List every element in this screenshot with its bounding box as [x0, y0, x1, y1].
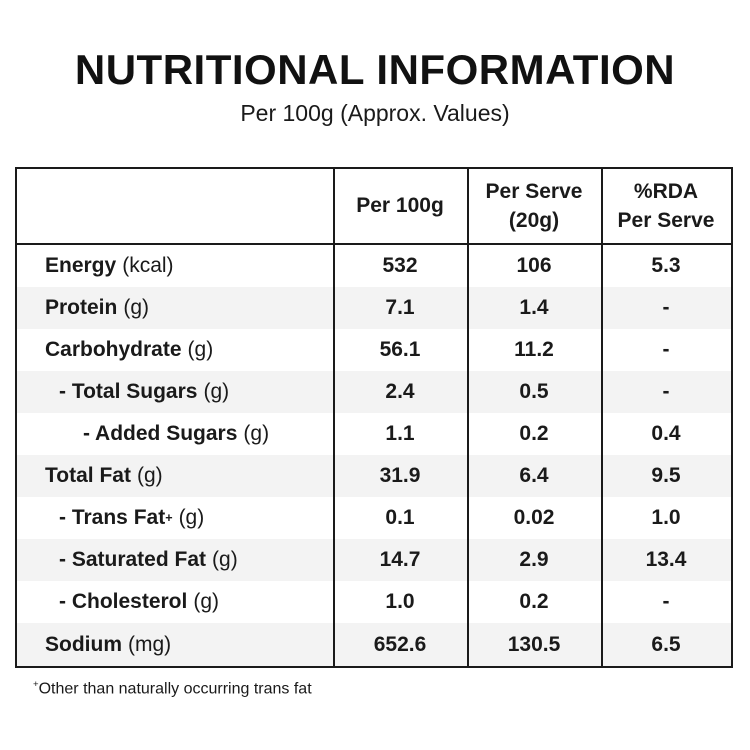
per-100g-value: 31.9	[379, 464, 421, 487]
per-100g-value: 56.1	[379, 338, 421, 361]
per-serve-value: 106	[516, 254, 552, 277]
footnote-text: Other than naturally occurring trans fat	[38, 680, 312, 698]
footnote-superscript: +	[33, 679, 39, 690]
per-serve-value: 0.02	[513, 506, 555, 529]
row-unit: (kcal)	[122, 254, 174, 277]
per-100g-value: 14.7	[379, 548, 421, 571]
per-serve-value: 2.9	[519, 548, 549, 571]
table-row: Protein (g) 7.1 1.4 -	[17, 287, 731, 329]
table-row: Energy (kcal) 532 106 5.3	[17, 245, 731, 287]
per-100g-value: 1.1	[385, 422, 415, 445]
per-100g-value: 532	[382, 254, 418, 277]
row-unit: (g)	[203, 380, 230, 403]
row-label: Protein	[45, 296, 118, 319]
table-row: - Saturated Fat (g) 14.7 2.9 13.4	[17, 539, 731, 581]
row-unit: (g)	[243, 422, 270, 445]
header-rda-line2: Per Serve	[617, 209, 715, 232]
rda-value: 1.0	[651, 506, 681, 529]
table-row: Sodium (mg) 652.6 130.5 6.5	[17, 623, 731, 666]
row-unit: (g)	[212, 548, 238, 571]
column-divider	[333, 169, 335, 666]
row-unit: (g)	[136, 464, 163, 487]
rda-value: 6.5	[651, 632, 681, 656]
header-divider	[17, 243, 731, 245]
row-unit: (g)	[193, 590, 220, 613]
rda-value: -	[662, 590, 670, 613]
per-serve-value: 11.2	[514, 338, 554, 361]
rda-value: 9.5	[651, 464, 681, 487]
row-unit: (mg)	[128, 632, 172, 656]
per-serve-value: 130.5	[507, 632, 561, 656]
header-rda: %RDA Per Serve	[601, 169, 731, 243]
footnote: +Other than naturally occurring trans fa…	[33, 679, 312, 698]
row-unit: (g)	[123, 296, 150, 319]
header-per-serve-line1: Per Serve	[485, 179, 583, 203]
row-label: Carbohydrate	[45, 338, 182, 361]
row-label: Sodium	[45, 632, 122, 656]
table-row: - Cholesterol (g) 1.0 0.2 -	[17, 581, 731, 623]
table-row: - Added Sugars (g) 1.1 0.2 0.4	[17, 413, 731, 455]
row-label: - Saturated Fat	[59, 548, 207, 571]
header-per-serve-line2: (20g)	[508, 209, 560, 232]
column-divider	[601, 169, 603, 666]
rda-value: -	[662, 338, 670, 361]
per-serve-value: 0.2	[519, 590, 549, 613]
table-row: Total Fat (g) 31.9 6.4 9.5	[17, 455, 731, 497]
row-label: Energy	[45, 254, 117, 277]
row-label: - Trans Fat	[59, 506, 166, 529]
page-title: NUTRITIONAL INFORMATION	[74, 46, 676, 93]
header-empty-cell	[17, 169, 333, 243]
per-serve-value: 0.2	[519, 422, 549, 445]
row-unit: (g)	[178, 506, 205, 529]
row-unit: (g)	[187, 338, 214, 361]
per-serve-value: 0.5	[519, 380, 549, 403]
per-serve-value: 6.4	[519, 464, 549, 487]
header-per-100g: Per 100g	[333, 169, 467, 243]
per-100g-value: 652.6	[373, 632, 427, 656]
column-divider	[467, 169, 469, 666]
table-row: - Trans Fat + (g) 0.1 0.02 1.0	[17, 497, 731, 539]
nutrition-table: Per 100g Per Serve (20g) %RDA Per Serve …	[15, 167, 733, 668]
per-100g-value: 2.4	[385, 380, 415, 403]
row-label: Total Fat	[45, 464, 131, 487]
rda-value: -	[662, 296, 670, 319]
rda-value: 13.4	[645, 548, 687, 571]
table-row: Carbohydrate (g) 56.1 11.2 -	[17, 329, 731, 371]
per-100g-value: 1.0	[385, 590, 415, 613]
table-header-row: Per 100g Per Serve (20g) %RDA Per Serve	[17, 169, 731, 243]
trans-fat-superscript: +	[165, 511, 173, 525]
per-serve-value: 1.4	[519, 296, 549, 319]
header-per-serve: Per Serve (20g)	[467, 169, 601, 243]
table-row: - Total Sugars (g) 2.4 0.5 -	[17, 371, 731, 413]
per-100g-value: 0.1	[385, 506, 415, 529]
page-subtitle: Per 100g (Approx. Values)	[240, 100, 510, 126]
row-label: - Total Sugars	[59, 380, 198, 403]
row-label: - Added Sugars	[83, 422, 238, 445]
header-per-100g-label: Per 100g	[356, 194, 444, 218]
per-100g-value: 7.1	[385, 296, 415, 319]
rda-value: 5.3	[651, 254, 681, 277]
rda-value: 0.4	[651, 422, 681, 445]
rda-value: -	[662, 380, 670, 403]
header-rda-line1: %RDA	[633, 179, 699, 203]
row-label: - Cholesterol	[59, 590, 188, 613]
